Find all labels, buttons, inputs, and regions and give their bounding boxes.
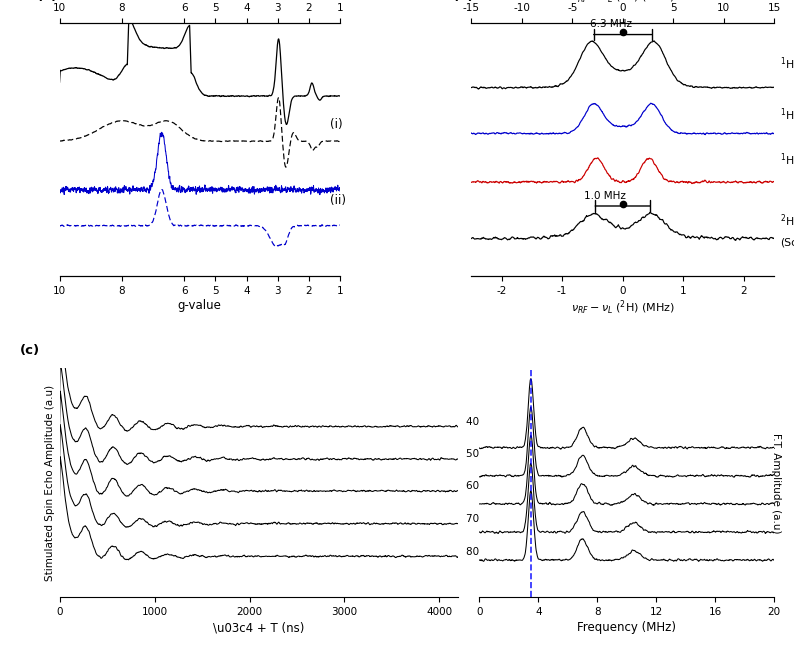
X-axis label: $\nu_{RF} - \nu_L$ ($^1$H) (MHz): $\nu_{RF} - \nu_L$ ($^1$H) (MHz) — [571, 0, 675, 6]
Text: (Scaled): (Scaled) — [781, 237, 794, 247]
X-axis label: \u03c4 + T (ns): \u03c4 + T (ns) — [214, 622, 305, 634]
Text: (a): (a) — [37, 0, 59, 3]
Text: (ii): (ii) — [330, 194, 346, 207]
Text: (c): (c) — [20, 344, 40, 357]
Text: $^2$H ENDOR in D$_2$O: $^2$H ENDOR in D$_2$O — [781, 213, 794, 231]
Text: (i): (i) — [330, 118, 343, 131]
Text: $^1$H ENDOR in H$_2$O: $^1$H ENDOR in H$_2$O — [781, 56, 794, 74]
Text: $^1$H ENDOR in D$_2$O: $^1$H ENDOR in D$_2$O — [781, 106, 794, 125]
Text: 6.3 MHz: 6.3 MHz — [590, 19, 631, 29]
Text: 7000 G: 7000 G — [466, 514, 503, 524]
Text: 8000 G: 8000 G — [466, 547, 503, 556]
Y-axis label: F.T. Amplitude (a.u): F.T. Amplitude (a.u) — [771, 432, 781, 533]
Y-axis label: Stimulated Spin Echo Amplitude (a.u): Stimulated Spin Echo Amplitude (a.u) — [45, 385, 56, 581]
Text: 1.0 MHz: 1.0 MHz — [584, 191, 626, 200]
Text: 5000 G: 5000 G — [466, 449, 503, 460]
X-axis label: g-value: g-value — [178, 299, 222, 312]
Text: 4000 G: 4000 G — [466, 417, 503, 427]
Text: (b): (b) — [453, 0, 475, 3]
X-axis label: Frequency (MHz): Frequency (MHz) — [577, 622, 676, 634]
X-axis label: $\nu_{RF} - \nu_L$ ($^2$H) (MHz): $\nu_{RF} - \nu_L$ ($^2$H) (MHz) — [571, 299, 675, 317]
Text: $^1$H ENDOR in (H$_2$O $-$ D$_2$O): $^1$H ENDOR in (H$_2$O $-$ D$_2$O) — [781, 152, 794, 170]
Text: 6000 G: 6000 G — [466, 481, 503, 491]
